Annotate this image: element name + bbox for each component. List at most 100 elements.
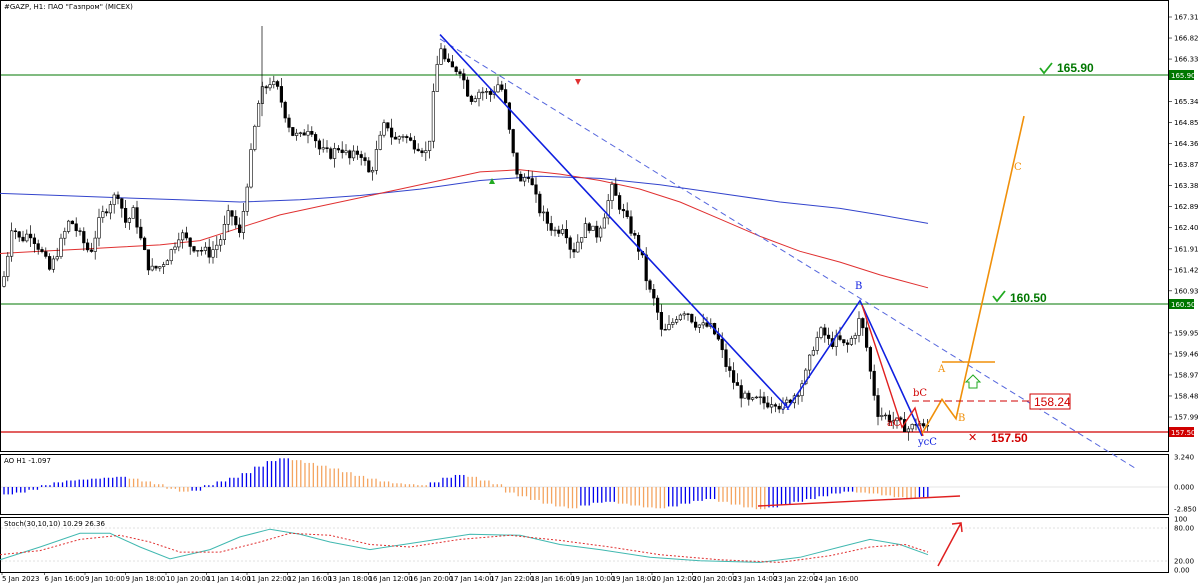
candle: [777, 405, 781, 410]
candle: [367, 160, 371, 173]
candle: [887, 414, 891, 423]
candle: [306, 130, 310, 136]
time-tick-label: 10 Jan 20:00: [166, 575, 210, 583]
check-icon-mid: [992, 290, 1006, 303]
candle: [120, 198, 124, 209]
candle: [655, 297, 660, 313]
candle: [754, 396, 758, 399]
time-tick-label: 19 Jan 10:00: [571, 575, 615, 583]
candle: [408, 137, 413, 141]
candle: [28, 233, 33, 239]
candle: [507, 102, 512, 130]
candle: [21, 236, 25, 242]
candle: [165, 260, 170, 265]
candle: [420, 150, 424, 154]
target-price-text: 158.24: [1034, 395, 1071, 409]
price-tick-label: 164.36: [1174, 140, 1199, 148]
ao-tick-label: 3.240: [1174, 454, 1194, 462]
ao-axis-ticks: 3.240 0.000 -2.850: [1174, 454, 1197, 514]
time-tick-label: 20 Jan 12:00: [652, 575, 696, 583]
time-tick-label: 23 Jan 14:00: [733, 575, 777, 583]
candle: [819, 327, 823, 338]
ao-tick-label: 0.000: [1174, 484, 1194, 492]
candle: [268, 84, 272, 89]
candle: [648, 280, 652, 290]
price-tick-label: 164.85: [1174, 119, 1199, 127]
price-tick-label: 163.87: [1174, 161, 1199, 169]
candle: [116, 194, 120, 199]
candle: [659, 312, 663, 330]
wave-abc-blue[interactable]: [439, 34, 923, 437]
candle: [762, 396, 766, 404]
candle: [921, 423, 926, 427]
candle: [629, 216, 633, 234]
candle: [743, 392, 747, 399]
candle: [101, 211, 105, 218]
candle: [678, 314, 682, 320]
price-tick-label: 167.31: [1174, 14, 1199, 22]
ao-tick-label: -2.850: [1174, 506, 1197, 514]
candle: [313, 134, 318, 142]
wave-c-red[interactable]: [861, 304, 924, 437]
price-tick-label: 162.40: [1174, 224, 1199, 232]
trendline-dashed[interactable]: [439, 38, 1136, 469]
candle: [230, 210, 234, 217]
candle: [606, 200, 610, 219]
candle: [272, 81, 276, 85]
ao-histogram: [3, 458, 929, 510]
candle: [13, 230, 17, 232]
candle: [226, 210, 230, 225]
candle: [234, 216, 238, 226]
candle: [469, 95, 474, 102]
candle: [446, 58, 451, 62]
candle: [671, 321, 675, 325]
candle: [435, 64, 439, 92]
candle: [238, 224, 242, 233]
candle: [321, 147, 325, 150]
candle: [264, 86, 268, 89]
stoch-tick-label: 20.00: [1174, 558, 1194, 566]
candle: [842, 339, 846, 344]
candle: [750, 397, 755, 400]
candle: [169, 249, 173, 262]
candle: [519, 173, 523, 182]
candle: [287, 117, 291, 128]
candle: [370, 170, 375, 173]
candle: [568, 237, 572, 250]
candle: [560, 229, 565, 234]
candle: [815, 337, 819, 351]
candle: [674, 319, 679, 323]
candle: [200, 250, 204, 252]
candle: [895, 417, 899, 422]
candle: [545, 211, 549, 224]
price-tick-label: 158.97: [1174, 371, 1199, 379]
candle: [564, 229, 568, 239]
price-tick-label: 163.38: [1174, 182, 1199, 190]
candle: [728, 366, 732, 371]
candle: [484, 91, 489, 93]
candle: [348, 150, 352, 159]
candle: [55, 256, 59, 260]
candle: [325, 147, 329, 149]
candle: [181, 232, 185, 241]
candle: [124, 207, 128, 223]
candle: [853, 335, 857, 339]
candle: [804, 369, 808, 385]
candle: [393, 136, 398, 140]
candle: [686, 313, 690, 315]
candle: [621, 209, 625, 212]
candle: [184, 232, 189, 239]
candle: [25, 233, 29, 242]
forecast-path-orange[interactable]: [921, 115, 1025, 435]
stoch-tick-label: 0.00: [1174, 567, 1190, 575]
candle: [275, 81, 280, 87]
candle: [10, 230, 14, 257]
candle: [340, 149, 344, 153]
ao-divergence-line: [757, 495, 961, 507]
candles-group: [2, 26, 929, 441]
candle: [705, 322, 709, 327]
candle: [868, 347, 872, 372]
candle: [500, 84, 504, 90]
candle: [188, 237, 192, 247]
